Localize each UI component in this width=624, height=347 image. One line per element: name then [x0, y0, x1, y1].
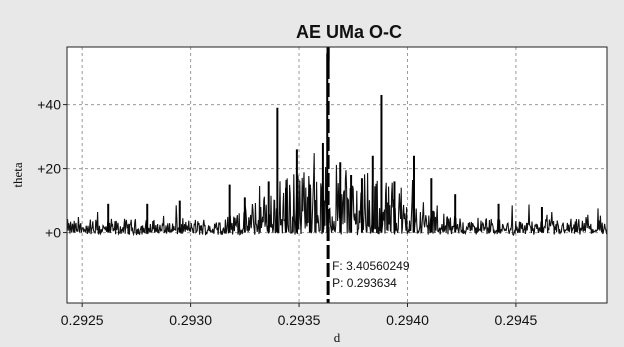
plot-frame: [66, 46, 608, 304]
y-tick-label: +0: [45, 225, 61, 241]
grid: [67, 47, 607, 303]
chart-title: AE UMa O-C: [296, 22, 402, 42]
y-tick-label: +20: [37, 161, 61, 177]
marker-period-label: P: 0.293634: [332, 276, 397, 290]
y-tick-label: +40: [37, 97, 61, 113]
axes: 0.2925 0.2930 0.2935 0.2940 0.2945 +0 +20 +40: [37, 97, 537, 328]
x-tick-label: 0.2940: [386, 312, 429, 328]
y-axis-label: theta: [10, 162, 25, 187]
marker-frequency-label: F: 3.40560249: [332, 259, 410, 273]
signal-line: [66, 153, 608, 237]
x-axis-label: d: [334, 330, 341, 345]
x-tick-label: 0.2935: [278, 312, 321, 328]
x-tick-label: 0.2945: [495, 312, 538, 328]
period-marker: F: 3.40560249 P: 0.293634: [326, 47, 410, 303]
x-tick-label: 0.2925: [61, 312, 104, 328]
x-tick-label: 0.2930: [169, 312, 212, 328]
